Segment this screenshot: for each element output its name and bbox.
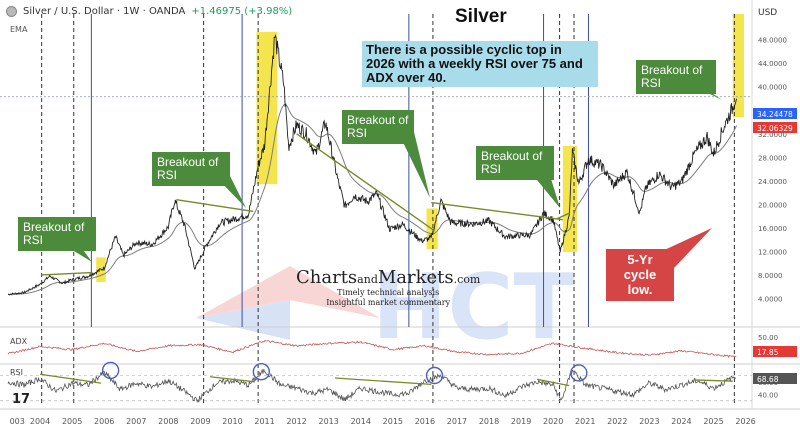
rsi-trendline-3 bbox=[335, 377, 432, 386]
rsi-trendline-4 bbox=[537, 378, 570, 387]
hct-watermark: HCT bbox=[196, 255, 575, 360]
rsi-tag-bg bbox=[753, 373, 797, 384]
time-tick-12: 2014 bbox=[351, 417, 371, 426]
price-tag-bg-1 bbox=[753, 108, 797, 119]
time-tick-19: 2021 bbox=[575, 417, 595, 426]
price-line bbox=[7, 34, 738, 296]
rsi-tag: 68.68 bbox=[757, 375, 779, 384]
time-tick-8: 2010 bbox=[222, 417, 242, 426]
adx-tag-bg bbox=[753, 346, 797, 357]
price-trendline-5 bbox=[556, 212, 570, 220]
currency-label[interactable]: USD bbox=[758, 8, 778, 18]
info-note: There is a possible cyclic top in 2026 w… bbox=[362, 41, 598, 87]
brand-mid: and bbox=[357, 273, 378, 286]
price-tag-1: 34.24478 bbox=[757, 110, 793, 119]
time-tick-10: 2012 bbox=[286, 417, 306, 426]
time-tick-9: 2011 bbox=[254, 417, 274, 426]
rsi-circle-1 bbox=[101, 361, 120, 380]
adx-line bbox=[7, 340, 737, 358]
hct-logo: HCT bbox=[196, 255, 575, 360]
time-tick-5: 2007 bbox=[126, 417, 146, 426]
time-tick-3: 2005 bbox=[62, 417, 82, 426]
time-tick-24: 2026 bbox=[735, 417, 755, 426]
chart-header: Silver / U.S. Dollar · 1W · OANDA +1.469… bbox=[6, 2, 292, 20]
hct-logo-arrow-right bbox=[196, 300, 290, 340]
time-tick-14: 2016 bbox=[415, 417, 435, 426]
adx-tick: 50.00 bbox=[758, 334, 778, 342]
price-tick-7: 28.0000 bbox=[758, 154, 787, 162]
time-tick-20: 2022 bbox=[607, 417, 627, 426]
highlight-period-2 bbox=[256, 31, 278, 185]
highlight-period-5 bbox=[732, 14, 744, 118]
ema-label: EMA bbox=[10, 25, 28, 34]
time-tick-7: 2009 bbox=[190, 417, 210, 426]
price-tag-2: 32.06329 bbox=[757, 124, 793, 133]
price-tick-5: 20.0000 bbox=[758, 201, 787, 209]
price-tick-2: 8.0000 bbox=[758, 272, 783, 280]
price-tick-1: 4.0000 bbox=[758, 295, 783, 303]
price-tick-12: 48.0000 bbox=[758, 37, 787, 45]
chart-title: Silver bbox=[455, 6, 507, 27]
rsi-trendline-1 bbox=[39, 373, 102, 384]
chartsandmarkets-watermark: ChartsandMarkets.com Timely technical an… bbox=[296, 267, 480, 308]
rsi-circle-2 bbox=[252, 363, 271, 381]
rsi-circle-4 bbox=[570, 364, 588, 382]
rsi-circle-3 bbox=[425, 366, 444, 385]
brand-main: Charts bbox=[296, 267, 358, 288]
cycle-low-box: 5-Yr cycle low. bbox=[606, 249, 674, 301]
price-tick-4: 16.0000 bbox=[758, 225, 787, 233]
time-tick-18: 2020 bbox=[543, 417, 563, 426]
price-tick-11: 44.0000 bbox=[758, 60, 787, 68]
price-tick-3: 12.0000 bbox=[758, 248, 787, 256]
callout-breakout-5: Breakout of RSI bbox=[636, 60, 716, 94]
price-trendline-3 bbox=[296, 133, 435, 232]
time-tick-23: 2025 bbox=[703, 417, 723, 426]
price-tick-10: 40.0000 bbox=[758, 84, 787, 92]
brand-tld: .com bbox=[453, 273, 481, 286]
callout-pointer-3 bbox=[398, 132, 430, 198]
rsi-label: RSI bbox=[10, 368, 23, 377]
callout-breakout-4: Breakout of RSI bbox=[476, 146, 554, 180]
adx-tag: 17.85 bbox=[757, 348, 779, 357]
price-tick-8: 32.0000 bbox=[758, 131, 787, 139]
time-tick-11: 2013 bbox=[319, 417, 339, 426]
callout-breakout-2: Breakout of RSI bbox=[152, 152, 230, 186]
time-tick-21: 2023 bbox=[639, 417, 659, 426]
price-trendline-2 bbox=[176, 198, 254, 213]
callout-breakout-3: Breakout of RSI bbox=[342, 110, 414, 144]
brand-line-2: Insightful market commentary bbox=[326, 298, 451, 307]
callout-breakout-1: Breakout of RSI bbox=[18, 217, 96, 251]
silver-logo-icon bbox=[6, 5, 17, 17]
symbol-title[interactable]: Silver / U.S. Dollar · 1W · OANDA bbox=[23, 5, 186, 17]
time-tick-17: 2019 bbox=[511, 417, 531, 426]
adx-label: ADX bbox=[10, 337, 28, 346]
rsi-tick-40: 40.00 bbox=[758, 392, 778, 400]
time-tick-13: 2015 bbox=[383, 417, 403, 426]
ema-line bbox=[7, 103, 738, 295]
rsi-line bbox=[7, 368, 737, 404]
tradingview-logo-icon[interactable]: 17 bbox=[12, 392, 31, 407]
price-change: +1.46975 (+3.98%) bbox=[191, 5, 293, 17]
brand-end: Markets bbox=[377, 267, 454, 288]
time-tick-6: 2008 bbox=[158, 417, 178, 426]
hct-logo-text: HCT bbox=[372, 255, 575, 360]
price-trendline-4 bbox=[431, 201, 563, 221]
time-tick-1: 003 bbox=[10, 417, 25, 426]
time-tick-4: 2006 bbox=[94, 417, 114, 426]
rsi-trendline-2 bbox=[209, 376, 256, 383]
time-tick-15: 2017 bbox=[447, 417, 467, 426]
time-tick-22: 2024 bbox=[671, 417, 691, 426]
time-tick-16: 2018 bbox=[479, 417, 499, 426]
price-tick-6: 24.0000 bbox=[758, 178, 787, 186]
brand-line-1: Timely technical analysis bbox=[337, 288, 440, 297]
time-tick-2: 2004 bbox=[30, 417, 50, 426]
price-tag-bg-2 bbox=[753, 122, 797, 133]
rsi-trendline-5 bbox=[694, 379, 733, 382]
price-trendline-1 bbox=[41, 271, 92, 276]
